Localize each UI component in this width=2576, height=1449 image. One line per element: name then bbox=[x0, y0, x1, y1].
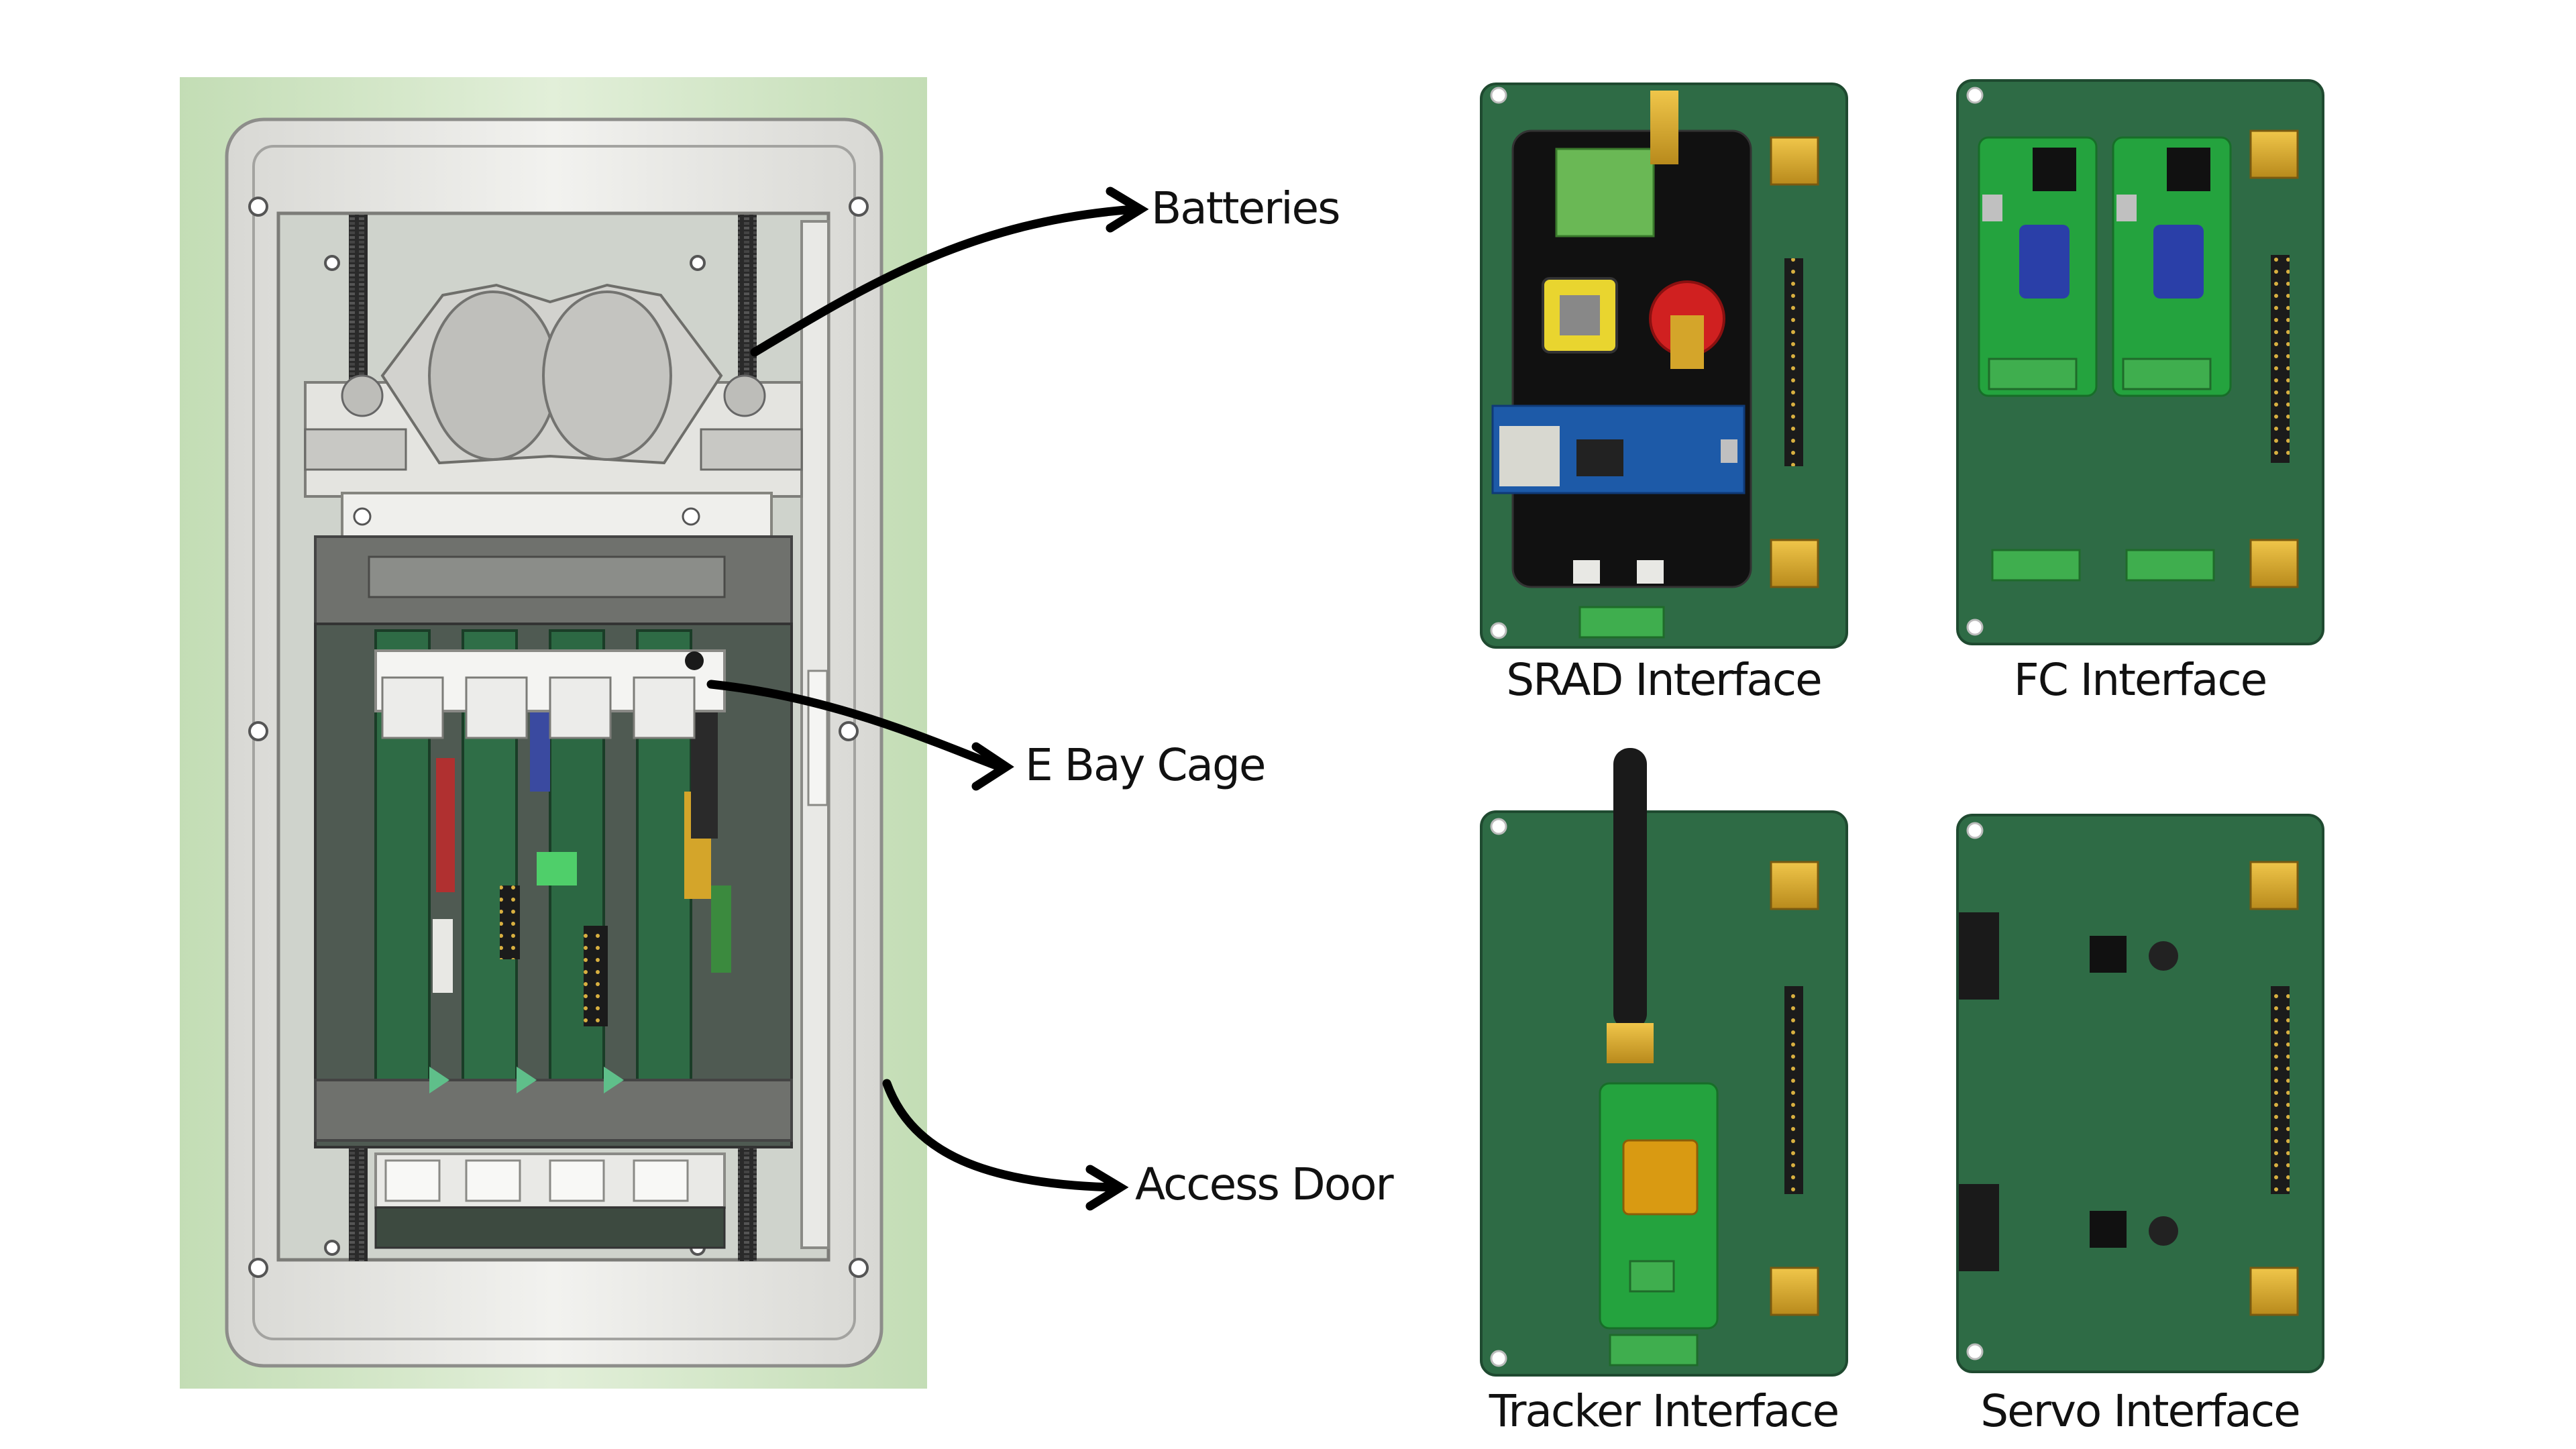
callout-access-door: Access Door bbox=[1135, 1159, 1394, 1210]
ebay-cage bbox=[314, 535, 793, 1249]
inner-frame-edge bbox=[252, 145, 856, 1340]
caption-tracker-interface: Tracker Interface bbox=[1489, 1385, 1840, 1437]
avionics-bay-render bbox=[180, 77, 1149, 1389]
callout-arrows bbox=[706, 186, 1149, 1211]
caption-servo-interface: Servo Interface bbox=[1980, 1385, 2301, 1437]
callout-ebay-cage: E Bay Cage bbox=[1025, 739, 1266, 791]
caption-srad-interface: SRAD Interface bbox=[1506, 654, 1823, 706]
antenna bbox=[1613, 748, 1647, 1030]
board-servo-render bbox=[1956, 814, 2324, 1373]
arrowhead-ebay-cage bbox=[971, 742, 1014, 791]
arrowhead-batteries bbox=[1106, 186, 1149, 233]
arrow-ebay-cage bbox=[706, 680, 1004, 771]
arrowhead-access-door bbox=[1085, 1165, 1129, 1211]
battery-holder bbox=[304, 283, 803, 541]
board-fc-render bbox=[1956, 79, 2324, 645]
callout-batteries: Batteries bbox=[1151, 182, 1341, 234]
arrow-batteries bbox=[750, 205, 1138, 357]
pcb bbox=[1956, 814, 2324, 1373]
caption-fc-interface: FC Interface bbox=[2013, 654, 2268, 706]
arrow-access-door bbox=[882, 1079, 1118, 1192]
board-srad-render bbox=[1480, 83, 1848, 649]
board-tracker-render bbox=[1480, 748, 1848, 1377]
door-hinge bbox=[807, 669, 828, 806]
